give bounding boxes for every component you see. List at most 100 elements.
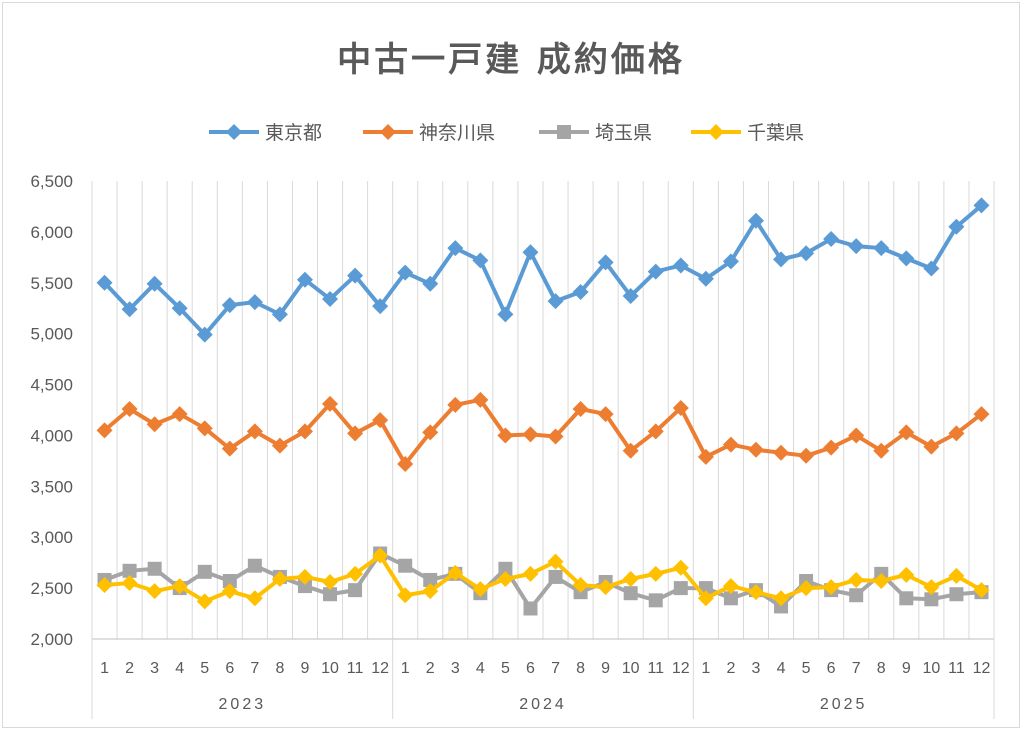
data-point bbox=[798, 245, 815, 262]
y-tick-label: 4,000 bbox=[30, 426, 73, 445]
data-point bbox=[472, 581, 489, 598]
x-tick-label: 3 bbox=[150, 660, 159, 677]
data-point bbox=[121, 301, 138, 318]
year-label: 2023 bbox=[219, 696, 267, 713]
y-tick-label: 5,500 bbox=[30, 274, 73, 293]
legend-marker bbox=[226, 124, 242, 140]
data-point bbox=[773, 444, 790, 461]
legend-entry: 東京都 bbox=[209, 122, 322, 144]
data-point bbox=[522, 565, 539, 582]
x-tick-label: 9 bbox=[601, 660, 610, 677]
data-point bbox=[222, 573, 237, 588]
data-point bbox=[372, 412, 389, 429]
data-point bbox=[697, 448, 714, 465]
data-point bbox=[722, 436, 739, 453]
data-point bbox=[497, 427, 514, 444]
year-label: 2025 bbox=[820, 696, 868, 713]
x-tick-label: 8 bbox=[877, 660, 886, 677]
data-point bbox=[647, 565, 664, 582]
data-point bbox=[723, 591, 738, 606]
legend-marker bbox=[557, 125, 571, 139]
x-tick-label: 10 bbox=[922, 660, 940, 677]
data-point bbox=[597, 579, 614, 596]
data-point bbox=[296, 271, 313, 288]
data-point bbox=[423, 572, 438, 587]
x-tick-label: 12 bbox=[371, 660, 389, 677]
data-point bbox=[246, 423, 263, 440]
data-point bbox=[798, 447, 815, 464]
data-point bbox=[773, 590, 790, 607]
data-point bbox=[246, 590, 263, 607]
x-tick-label: 8 bbox=[576, 660, 585, 677]
data-point bbox=[472, 252, 489, 269]
y-tick-label: 6,500 bbox=[30, 172, 73, 191]
data-point bbox=[347, 425, 364, 442]
legend-entry: 千葉県 bbox=[691, 122, 804, 144]
legend-label: 千葉県 bbox=[747, 122, 804, 144]
data-point bbox=[622, 570, 639, 587]
x-tick-label: 2 bbox=[125, 660, 134, 677]
legend-label: 埼玉県 bbox=[595, 122, 652, 144]
data-point bbox=[422, 583, 439, 600]
data-point bbox=[296, 568, 313, 585]
data-point bbox=[798, 580, 815, 597]
data-point bbox=[973, 197, 990, 214]
data-point bbox=[171, 578, 188, 595]
series-埼玉県 bbox=[97, 546, 989, 616]
data-point bbox=[949, 587, 964, 602]
data-point bbox=[923, 438, 940, 455]
data-point bbox=[96, 422, 113, 439]
data-point bbox=[322, 395, 339, 412]
series-東京都 bbox=[96, 197, 990, 343]
y-tick-label: 6,000 bbox=[30, 223, 73, 242]
data-point bbox=[322, 291, 339, 308]
data-point bbox=[622, 288, 639, 305]
data-point bbox=[397, 455, 414, 472]
data-point bbox=[296, 423, 313, 440]
data-point bbox=[297, 579, 312, 594]
data-point bbox=[823, 231, 840, 248]
data-point bbox=[572, 283, 589, 300]
data-point bbox=[447, 240, 464, 257]
legend-label: 東京都 bbox=[265, 122, 322, 144]
data-point bbox=[397, 264, 414, 281]
data-point bbox=[171, 300, 188, 317]
data-point bbox=[848, 238, 865, 255]
data-point bbox=[121, 575, 138, 592]
x-tick-label: 8 bbox=[275, 660, 284, 677]
data-point bbox=[547, 553, 564, 570]
data-point bbox=[447, 396, 464, 413]
data-point bbox=[873, 240, 890, 257]
data-point bbox=[747, 212, 764, 229]
x-tick-label: 7 bbox=[852, 660, 861, 677]
x-tick-label: 12 bbox=[973, 660, 991, 677]
data-point bbox=[873, 572, 890, 589]
data-point bbox=[973, 582, 990, 599]
data-point bbox=[472, 391, 489, 408]
data-point bbox=[422, 275, 439, 292]
x-tick-label: 1 bbox=[401, 660, 410, 677]
data-point bbox=[697, 590, 714, 607]
x-tick-label: 4 bbox=[777, 660, 786, 677]
data-point bbox=[522, 244, 539, 261]
data-point bbox=[146, 275, 163, 292]
data-point bbox=[672, 257, 689, 274]
series-千葉県 bbox=[96, 547, 990, 610]
data-point bbox=[623, 586, 638, 601]
x-tick-label: 11 bbox=[948, 660, 965, 677]
data-point bbox=[271, 437, 288, 454]
data-point bbox=[246, 294, 263, 311]
data-point bbox=[648, 593, 663, 608]
x-tick-label: 6 bbox=[827, 660, 836, 677]
data-point bbox=[271, 306, 288, 323]
data-point bbox=[372, 298, 389, 315]
x-tick-label: 1 bbox=[100, 660, 109, 677]
data-point bbox=[372, 547, 389, 564]
data-point bbox=[948, 425, 965, 442]
data-point bbox=[898, 566, 915, 583]
data-point bbox=[522, 426, 539, 443]
data-point bbox=[422, 424, 439, 441]
x-tick-label: 6 bbox=[225, 660, 234, 677]
x-tick-label: 2 bbox=[726, 660, 735, 677]
